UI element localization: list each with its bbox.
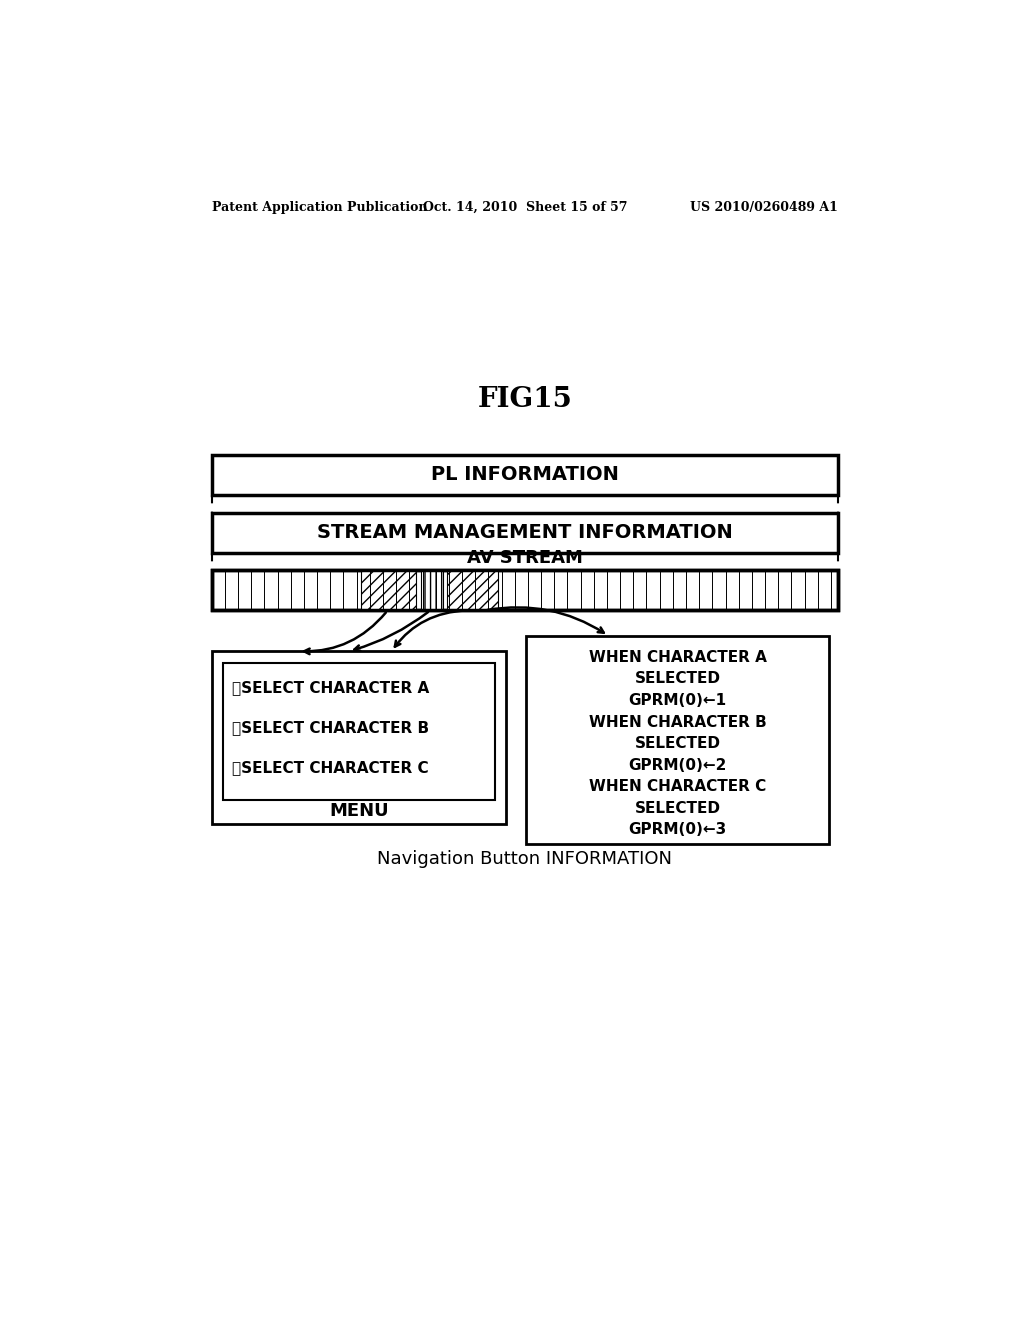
- Text: ⓎSELECT CHARACTER C: ⓎSELECT CHARACTER C: [231, 760, 428, 775]
- Text: SELECTED: SELECTED: [635, 801, 721, 816]
- Text: SELECTED: SELECTED: [635, 672, 721, 686]
- Text: PL INFORMATION: PL INFORMATION: [431, 466, 618, 484]
- Text: Navigation Button INFORMATION: Navigation Button INFORMATION: [377, 850, 673, 869]
- Text: STREAM MANAGEMENT INFORMATION: STREAM MANAGEMENT INFORMATION: [316, 523, 733, 543]
- Text: US 2010/0260489 A1: US 2010/0260489 A1: [690, 201, 838, 214]
- Text: ⓎSELECT CHARACTER B: ⓎSELECT CHARACTER B: [231, 719, 429, 735]
- Bar: [212, 651, 506, 825]
- Bar: [360, 570, 417, 610]
- Text: SELECTED: SELECTED: [635, 737, 721, 751]
- Text: GPRM(0)←1: GPRM(0)←1: [629, 693, 727, 708]
- Text: GPRM(0)←2: GPRM(0)←2: [629, 758, 727, 772]
- Text: FIG15: FIG15: [477, 385, 572, 413]
- Text: GPRM(0)←3: GPRM(0)←3: [629, 822, 727, 837]
- Bar: [212, 570, 838, 610]
- Text: WHEN CHARACTER A: WHEN CHARACTER A: [589, 649, 766, 665]
- Text: Oct. 14, 2010  Sheet 15 of 57: Oct. 14, 2010 Sheet 15 of 57: [423, 201, 627, 214]
- Text: Patent Application Publication: Patent Application Publication: [212, 201, 427, 214]
- Bar: [526, 636, 828, 843]
- Bar: [447, 570, 498, 610]
- Bar: [222, 663, 496, 800]
- Bar: [212, 512, 838, 553]
- Text: WHEN CHARACTER C: WHEN CHARACTER C: [589, 779, 766, 795]
- Text: ⓎSELECT CHARACTER A: ⓎSELECT CHARACTER A: [231, 680, 429, 694]
- Bar: [212, 455, 838, 495]
- Text: MENU: MENU: [329, 801, 389, 820]
- Bar: [421, 570, 442, 610]
- Bar: [212, 570, 838, 610]
- Text: WHEN CHARACTER B: WHEN CHARACTER B: [589, 714, 766, 730]
- Text: AV STREAM: AV STREAM: [467, 549, 583, 568]
